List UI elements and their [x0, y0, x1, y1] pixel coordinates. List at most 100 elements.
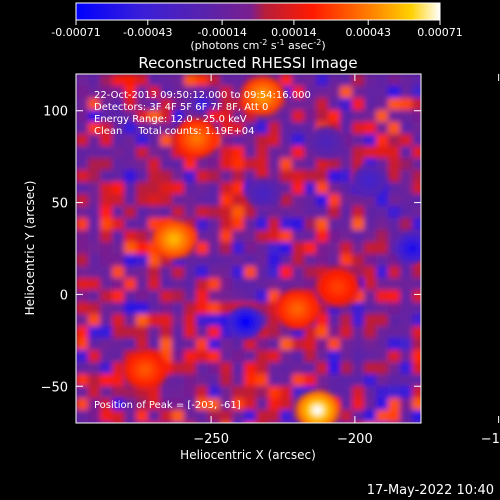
heatmap-cell	[172, 194, 185, 207]
heatmap-cell	[100, 362, 113, 375]
heatmap-cell	[352, 230, 365, 243]
heatmap-cell	[256, 218, 269, 231]
heatmap-cell	[412, 134, 421, 147]
heatmap-cell	[184, 182, 197, 195]
heatmap-cell	[364, 338, 377, 351]
heatmap-cell	[196, 314, 209, 327]
heatmap-cell	[160, 314, 173, 327]
heatmap-cell	[316, 422, 329, 423]
heatmap-cell	[352, 110, 365, 123]
heatmap-cell	[208, 398, 221, 411]
heatmap-cell	[112, 350, 125, 363]
heatmap-cell	[196, 362, 209, 375]
heatmap-cell	[196, 74, 209, 87]
heatmap-cell	[160, 110, 173, 123]
heatmap-cell	[412, 278, 421, 291]
heatmap-cell	[268, 350, 281, 363]
heatmap-cell	[376, 242, 389, 255]
heatmap-cell	[400, 74, 413, 87]
heatmap-cell	[124, 422, 137, 423]
heatmap-cell	[160, 422, 173, 423]
heatmap-cell	[172, 290, 185, 303]
heatmap-cell	[208, 314, 221, 327]
heatmap-cell	[328, 98, 341, 111]
heatmap-cell	[316, 314, 329, 327]
heatmap-cell	[364, 350, 377, 363]
heatmap-cell	[400, 170, 413, 183]
heatmap-cell	[340, 410, 353, 423]
heatmap-cell	[292, 110, 305, 123]
heatmap-cell	[340, 254, 353, 267]
heatmap-cell	[280, 122, 293, 135]
heatmap-cell	[160, 206, 173, 219]
heatmap-cell	[136, 410, 149, 423]
heatmap-cell	[232, 122, 245, 135]
heatmap-cell	[76, 254, 89, 267]
heatmap-cell	[364, 110, 377, 123]
heatmap-cell	[88, 194, 101, 207]
heatmap-cell	[412, 362, 421, 375]
heatmap-cell	[100, 170, 113, 183]
heatmap-cell	[88, 266, 101, 279]
heatmap-cell	[112, 266, 125, 279]
heatmap-cell	[196, 206, 209, 219]
heatmap-cell	[136, 134, 149, 147]
heatmap-cell	[388, 218, 401, 231]
heatmap-cell	[76, 362, 89, 375]
chart-title: Reconstructed RHESSI Image	[138, 54, 357, 72]
heatmap-cell	[208, 374, 221, 387]
heatmap-cell	[340, 194, 353, 207]
heatmap-cell	[196, 98, 209, 111]
heatmap-cell	[232, 170, 245, 183]
heatmap-cell	[100, 110, 113, 123]
heatmap-cell	[124, 398, 137, 411]
heatmap-cell	[364, 218, 377, 231]
heatmap-cell	[280, 350, 293, 363]
heatmap-cell	[256, 290, 269, 303]
heatmap-cell	[160, 158, 173, 171]
heatmap-cell	[100, 230, 113, 243]
heatmap-cell	[388, 134, 401, 147]
heatmap-cell	[268, 122, 281, 135]
heatmap-cell	[412, 218, 421, 231]
heatmap-cell	[100, 350, 113, 363]
heatmap-cell	[388, 74, 401, 87]
heatmap-cell	[88, 302, 101, 315]
heatmap-cell	[148, 410, 161, 423]
heatmap-cell	[208, 410, 221, 423]
heatmap-cell	[148, 122, 161, 135]
heatmap-cell	[76, 74, 89, 87]
heatmap-cell	[280, 170, 293, 183]
heatmap-cell	[148, 266, 161, 279]
heatmap-cell	[76, 158, 89, 171]
heatmap-cell	[148, 398, 161, 411]
heatmap-cell	[100, 74, 113, 87]
heatmap-cell	[196, 338, 209, 351]
heatmap-cell	[400, 422, 413, 423]
heatmap-cell	[100, 398, 113, 411]
heatmap-cell	[400, 398, 413, 411]
heatmap-cell	[376, 314, 389, 327]
heatmap-cell	[148, 134, 161, 147]
heatmap-cell	[160, 146, 173, 159]
heatmap-cell	[388, 170, 401, 183]
heatmap-cell	[388, 122, 401, 135]
heatmap-cell	[88, 218, 101, 231]
heatmap-cell	[208, 278, 221, 291]
heatmap-cell	[136, 86, 149, 99]
heatmap-cell	[388, 302, 401, 315]
heatmap-cell	[304, 242, 317, 255]
heatmap-cell	[232, 398, 245, 411]
hotspot	[291, 304, 303, 315]
heatmap-cell	[184, 278, 197, 291]
heatmap-cell	[292, 170, 305, 183]
heatmap-cell	[376, 134, 389, 147]
heatmap-cell	[148, 194, 161, 207]
heatmap-cell	[76, 194, 89, 207]
heatmap-cell	[256, 338, 269, 351]
heatmap-cell	[340, 326, 353, 339]
heatmap-cell	[280, 338, 293, 351]
heatmap-cell	[136, 302, 149, 315]
heatmap-cell	[412, 302, 421, 315]
heatmap-cell	[136, 338, 149, 351]
